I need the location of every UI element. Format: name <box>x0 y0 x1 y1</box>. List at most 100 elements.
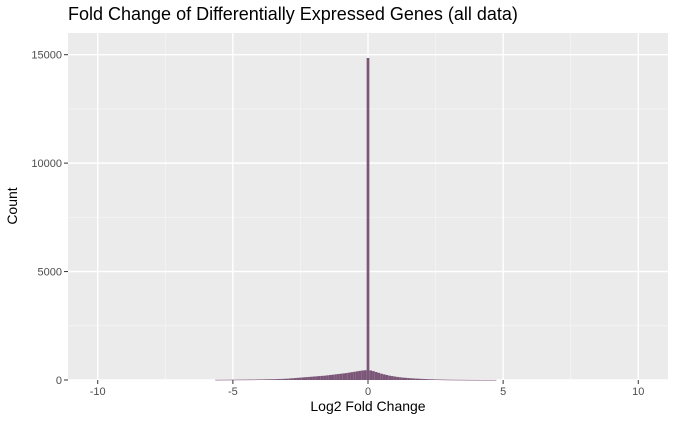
x-tick-label: 5 <box>500 386 506 398</box>
histogram-bar <box>482 379 486 381</box>
histogram-bar <box>261 379 264 380</box>
x-tick-label: -5 <box>228 386 238 398</box>
histogram-bar <box>331 374 335 380</box>
histogram-bar <box>396 376 400 380</box>
histogram-bar <box>447 379 451 381</box>
y-tick-label: 5000 <box>38 267 62 279</box>
histogram-bar <box>466 379 470 381</box>
histogram-bar <box>426 379 429 380</box>
y-tick-label: 15000 <box>31 50 62 62</box>
x-tick-label: 10 <box>632 386 644 398</box>
histogram-bar <box>234 379 237 381</box>
histogram-bar <box>242 379 246 381</box>
histogram-bar <box>404 377 408 380</box>
histogram-bar <box>301 377 305 380</box>
histogram-bar <box>258 379 262 380</box>
histogram-bar <box>455 379 459 381</box>
histogram-bar <box>326 375 329 380</box>
histogram-bar <box>458 379 462 381</box>
histogram-bar <box>488 379 491 381</box>
histogram-bar <box>428 379 432 380</box>
x-axis-label: Log2 Fold Change <box>310 398 426 414</box>
histogram-bar <box>328 375 332 380</box>
histogram-bar <box>312 376 316 380</box>
histogram-bar <box>369 370 373 380</box>
histogram-bar <box>385 375 389 380</box>
histogram-bar <box>431 379 435 380</box>
histogram-bar <box>361 370 364 380</box>
histogram-bar <box>366 57 370 381</box>
histogram-bar <box>477 379 481 381</box>
histogram-bar <box>339 373 343 380</box>
histogram-bar <box>363 370 367 380</box>
y-tick-label: 10000 <box>31 158 62 170</box>
histogram-bar <box>218 379 221 381</box>
histogram-bar <box>245 379 248 381</box>
chart-title: Fold Change of Differentially Expressed … <box>68 4 518 24</box>
histogram-bar <box>469 379 473 381</box>
x-tick-label: -10 <box>90 386 106 398</box>
histogram-bar <box>480 379 483 381</box>
histogram-bar <box>436 379 440 381</box>
histogram-bar <box>323 375 327 380</box>
histogram-bar <box>285 378 289 380</box>
histogram-bar <box>474 379 478 381</box>
histogram-bar <box>318 376 321 380</box>
histogram-bar <box>423 379 427 380</box>
histogram-bar <box>350 372 354 380</box>
histogram-bar <box>461 379 464 381</box>
histogram-bar <box>263 379 267 380</box>
histogram-bar <box>355 371 359 380</box>
histogram-bar <box>304 377 308 380</box>
histogram-bar <box>490 379 494 381</box>
histogram-bar <box>401 377 405 380</box>
histogram-bar <box>239 379 243 381</box>
histogram-bars <box>215 57 497 381</box>
histogram-bar <box>293 378 297 380</box>
histogram-bar <box>418 378 421 380</box>
histogram-bar <box>382 374 386 380</box>
histogram-bar <box>269 379 273 380</box>
x-axis-ticks: -10 -5 0 5 10 <box>90 380 644 398</box>
histogram-bar <box>374 371 378 380</box>
histogram-bar <box>342 373 346 380</box>
histogram-bar <box>393 376 397 380</box>
histogram-bar <box>380 373 383 380</box>
histogram-bar <box>390 376 394 380</box>
x-tick-label: 0 <box>365 386 371 398</box>
histogram-bar <box>220 379 224 381</box>
histogram-bar <box>290 378 294 380</box>
histogram-bar <box>399 377 402 380</box>
histogram-bar <box>463 379 467 381</box>
y-tick-label: 0 <box>56 375 62 387</box>
histogram-bar <box>485 379 489 381</box>
histogram-bar <box>255 379 259 381</box>
histogram-bar <box>334 374 337 380</box>
histogram-bar <box>336 374 340 380</box>
histogram-bar <box>272 379 275 380</box>
histogram-bar <box>445 379 448 381</box>
histogram-bar <box>434 379 437 380</box>
histogram-bar <box>307 376 310 380</box>
histogram-bar <box>250 379 254 381</box>
histogram-bar <box>231 379 235 381</box>
histogram-bar <box>442 379 446 381</box>
histogram-bar <box>253 379 256 381</box>
histogram-bar <box>288 378 291 380</box>
histogram-bar <box>277 379 281 380</box>
histogram-bar <box>472 379 475 381</box>
histogram-bar <box>439 379 443 381</box>
histogram-bar <box>309 376 313 380</box>
histogram-bar <box>420 378 424 380</box>
histogram-bar <box>315 376 318 380</box>
histogram-bar <box>409 378 413 380</box>
histogram-bar <box>388 375 391 380</box>
histogram-bar <box>407 378 410 380</box>
histogram-bar <box>377 372 381 380</box>
histogram-bar <box>266 379 270 380</box>
histogram-bar <box>282 378 286 380</box>
histogram-bar <box>228 379 232 381</box>
y-axis-label: Count <box>4 187 20 225</box>
histogram-bar <box>415 378 418 380</box>
